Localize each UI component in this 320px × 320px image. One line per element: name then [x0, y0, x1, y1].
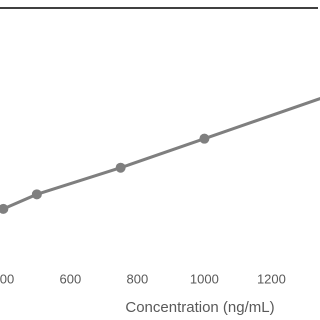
point: [31, 189, 42, 200]
x-tick-label: 800: [127, 271, 149, 286]
x-tick-label: 600: [60, 271, 82, 286]
point: [115, 162, 126, 173]
plot-area: [0, 97, 320, 214]
x-tick-label: 1200: [257, 271, 286, 286]
x-tick-label: 1000: [190, 271, 219, 286]
point: [0, 203, 9, 214]
x-axis-label: Concentration (ng/mL): [125, 299, 274, 316]
point: [199, 133, 210, 144]
x-tick-label: 400: [0, 271, 14, 286]
